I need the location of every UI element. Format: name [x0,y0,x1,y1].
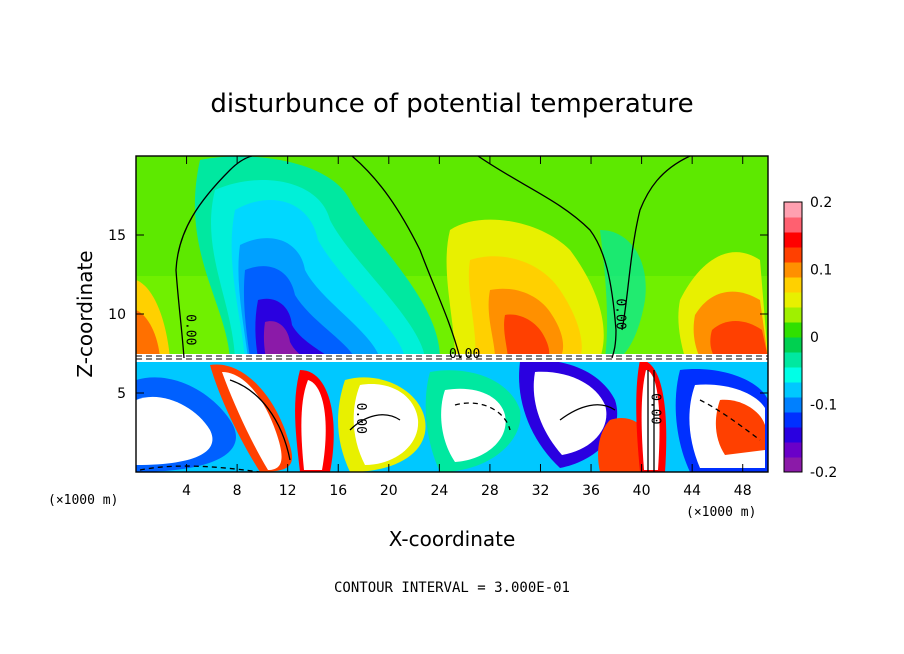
x-tick-label: 8 [233,483,242,499]
colorbar-tick-label: 0.1 [810,263,832,279]
colorbar-swatch [784,457,802,473]
colorbar-tick-label: -0.2 [810,465,837,481]
colorbar-swatch [784,427,802,443]
colorbar-swatch [784,352,802,368]
colorbar-swatch [784,217,802,233]
colorbar-swatch [784,397,802,413]
x-tick-label: 4 [182,483,191,499]
y-tick-label: 15 [108,228,126,244]
colorbar-swatch [784,412,802,428]
x-tick-label: 32 [532,483,550,499]
colorbar-tick-label: 0 [810,330,819,346]
x-tick-label: 16 [329,483,347,499]
contour-label: 0.00 [353,403,368,434]
contour-label: 0.00 [648,393,663,424]
x-axis-unit-left: (×1000 m) [48,493,118,508]
x-axis-unit-right: (×1000 m) [686,505,756,520]
x-tick-label: 48 [734,483,752,499]
contour-label: 0.00 [449,347,480,362]
chart-title: disturbunce of potential temperature [210,89,693,119]
x-tick-label: 20 [380,483,398,499]
colorbar-swatch [784,367,802,383]
x-axis-label: X-coordinate [389,527,516,551]
x-tick-label: 44 [683,483,701,499]
colorbar-swatch [784,307,802,323]
heatmap-field [136,156,768,472]
contour-labels: 0.00 0.00 0.00 0.00 0.00 [183,298,663,434]
colorbar: 0.2 0.1 0 -0.1 -0.2 [783,195,837,481]
x-tick-label: 12 [279,483,297,499]
x-tick-label: 36 [582,483,600,499]
colorbar-swatch [784,292,802,308]
colorbar-swatch [784,322,802,338]
contour-label: 0.00 [183,314,198,345]
colorbar-swatch [784,232,802,248]
x-tick-label: 40 [633,483,651,499]
y-axis-label: Z-coordinate [73,250,97,377]
contour-interval-note: CONTOUR INTERVAL = 3.000E-01 [334,580,570,596]
contour-lines [139,156,761,472]
y-tick-label: 10 [108,307,126,323]
x-axis-ticks: 4 8 12 16 20 24 28 32 36 40 44 48 [182,156,752,499]
colorbar-frame [783,201,803,473]
contour-label: 0.00 [612,298,627,329]
x-tick-label: 24 [430,483,448,499]
colorbar-tick-label: 0.2 [810,195,832,211]
colorbar-swatch [784,202,802,218]
colorbar-swatch [784,382,802,398]
colorbar-swatch [784,442,802,458]
colorbar-tick-label: -0.1 [810,398,837,414]
y-axis-ticks: 5 10 15 [108,228,768,402]
colorbar-swatch [784,262,802,278]
x-tick-label: 28 [481,483,499,499]
y-tick-label: 5 [117,386,126,402]
colorbar-swatch [784,247,802,263]
colorbar-swatch [784,337,802,353]
colorbar-swatch [784,277,802,293]
